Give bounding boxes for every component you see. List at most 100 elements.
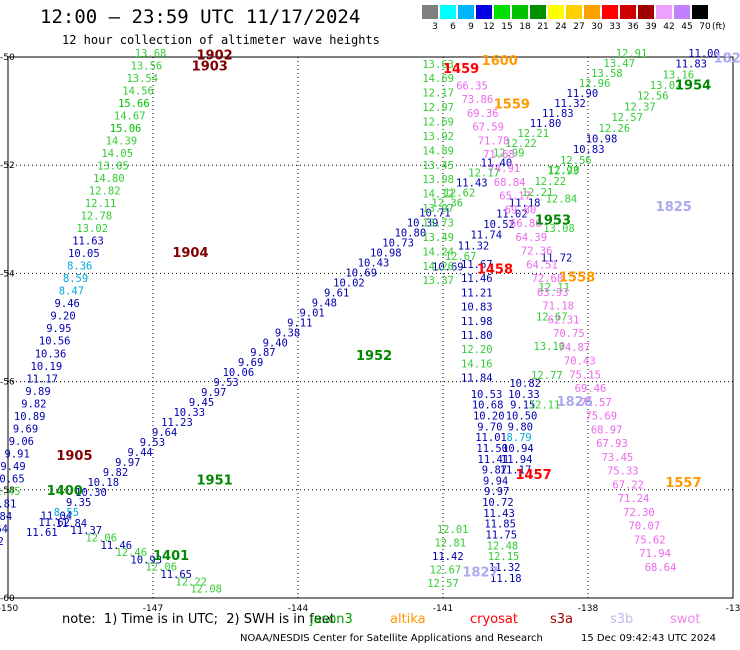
wave-height-map: -150 -147 -144 -141 -138 -13 -50 -52 -54 -56 -58 -6…	[0, 48, 740, 612]
swh-value: 10.52	[483, 219, 515, 231]
swh-value: 11.84	[0, 511, 12, 523]
pass-label: 1953	[535, 214, 571, 229]
swh-value: 9.97	[484, 486, 509, 498]
swh-value: 12.15	[488, 551, 520, 563]
swh-value: 12.82	[89, 186, 121, 198]
swh-value: 72.30	[623, 507, 655, 519]
pass-label: 182	[714, 51, 740, 66]
legend-label: 15	[501, 22, 513, 32]
swh-value: 8.36	[67, 261, 92, 273]
swh-value: 10.82	[509, 378, 541, 390]
swh-value: 9.69	[13, 423, 38, 435]
swh-value: 11.32	[458, 240, 490, 252]
swh-value: 10.50	[506, 410, 538, 422]
swh-value: 11.98	[461, 316, 493, 328]
swh-value: 70.75	[553, 328, 585, 340]
swh-value: 9.95	[46, 323, 71, 335]
legend-label: 42	[663, 22, 675, 32]
legend-swatch	[512, 5, 528, 19]
swh-value: 13.45	[422, 160, 454, 172]
swh-value: 11.46	[100, 540, 132, 552]
swh-value: 12.99	[493, 148, 525, 160]
swh-value: 12.36	[431, 198, 463, 210]
swh-value: 12.01	[437, 524, 469, 536]
track-pass-1401: 11.0411.8411.3712.0611.4612.4610.9312.06…	[41, 511, 222, 596]
swh-value: 12.08	[190, 584, 222, 596]
swh-value: 13.63	[422, 59, 454, 71]
swh-value: 11.90	[567, 88, 599, 100]
swh-value: 9.38	[275, 327, 300, 339]
swh-value: 13.05	[97, 161, 129, 173]
swh-value: 9.46	[55, 298, 80, 310]
track-pass-1903: 13.6813.5613.5414.5615.6614.6715.0614.39…	[0, 48, 166, 548]
swh-value: 67.93	[596, 438, 628, 450]
x-tick-label: -141	[433, 604, 453, 612]
legend-label: 12	[483, 22, 495, 32]
track-pass-1953: 12.20 12.84 13.08 11.72 12.11 12.67 13.10 12.77…	[529, 164, 580, 411]
swh-value: 10.33	[508, 389, 540, 401]
track-pass-1904b: 11.67 11.46 11.21 10.83 11.98 11.80 12.20 14.16…	[461, 259, 493, 385]
swh-value: 11.83	[675, 59, 707, 71]
swh-value: 72.36	[521, 246, 553, 258]
swh-value: 12.78	[81, 211, 113, 223]
swh-value: 14.12	[422, 189, 454, 201]
legend-swatch	[602, 5, 618, 19]
swh-value: 62.31	[548, 314, 580, 326]
swh-value: 71.68	[483, 149, 515, 161]
x-tick-label: -138	[578, 604, 599, 612]
swh-value: 15.06	[110, 123, 142, 135]
swh-value: 11.32	[0, 536, 4, 548]
swh-value: 11.94	[501, 454, 533, 466]
satellite-swot: swot	[670, 612, 701, 627]
swh-value: 11.21	[461, 287, 493, 299]
pass-label: 1902	[197, 49, 233, 64]
legend-label: 24	[555, 22, 567, 32]
swh-value: 12.67	[536, 311, 568, 323]
swh-value: 13.02	[76, 223, 108, 235]
swh-value: 10.06	[223, 367, 255, 379]
swh-value: 12.21	[517, 128, 549, 140]
swh-value: 73.86	[462, 94, 494, 106]
swh-value: 12.93	[547, 166, 579, 178]
swh-value: 9.44	[127, 447, 152, 459]
track-pass-1826: 10.8210.339.1510.509.808.7910.9411.9411.…	[500, 378, 541, 477]
pass-label: 1825	[656, 200, 692, 215]
swh-value: 12.57	[611, 112, 643, 124]
pass-label: 1951	[197, 473, 233, 488]
track-pass-1951: 12.9113.4713.5812.9611.9011.3211.8311.80…	[26, 48, 647, 539]
satellite-tracks: 13.6813.5613.5414.5615.6614.6715.0614.39…	[0, 48, 720, 596]
swh-value: 71.78	[478, 135, 510, 147]
swh-value: 10.39	[407, 218, 439, 230]
swh-value: 11.83	[542, 108, 574, 120]
swh-value: 9.49	[0, 461, 25, 473]
swh-value: 12.46	[115, 547, 147, 559]
pass-label: 1952	[356, 349, 392, 364]
swh-value: 9.35	[66, 497, 91, 509]
pass-label: 1903	[192, 60, 228, 75]
swh-value: 12.57	[427, 578, 459, 590]
legend-swatch	[692, 5, 708, 19]
swh-value: 10.30	[75, 487, 107, 499]
swh-value: 9.82	[103, 467, 128, 479]
swh-value: 75.33	[607, 466, 639, 478]
swh-value: 13.49	[422, 232, 454, 244]
y-tick-label: -58	[0, 486, 15, 496]
swh-value: 12.21	[522, 187, 554, 199]
swh-value: 13.37	[422, 275, 454, 287]
swh-value: 9.70	[477, 421, 502, 433]
y-tick-label: -54	[0, 269, 15, 279]
swh-value: 11.67	[461, 259, 493, 271]
swh-value: 11.80	[530, 118, 562, 130]
swh-value: 11.02	[496, 208, 528, 220]
swh-value: 10.19	[31, 361, 63, 373]
swh-value: 13.10	[534, 341, 566, 353]
x-tick-label: -13	[726, 604, 740, 612]
swh-value: 13.98	[422, 174, 454, 186]
legend-swatch	[476, 5, 492, 19]
pass-label: 1954	[675, 78, 711, 93]
y-tick-label: -56	[0, 378, 15, 388]
pass-label: 1827	[462, 565, 498, 580]
swh-value: 10.98	[370, 247, 402, 259]
